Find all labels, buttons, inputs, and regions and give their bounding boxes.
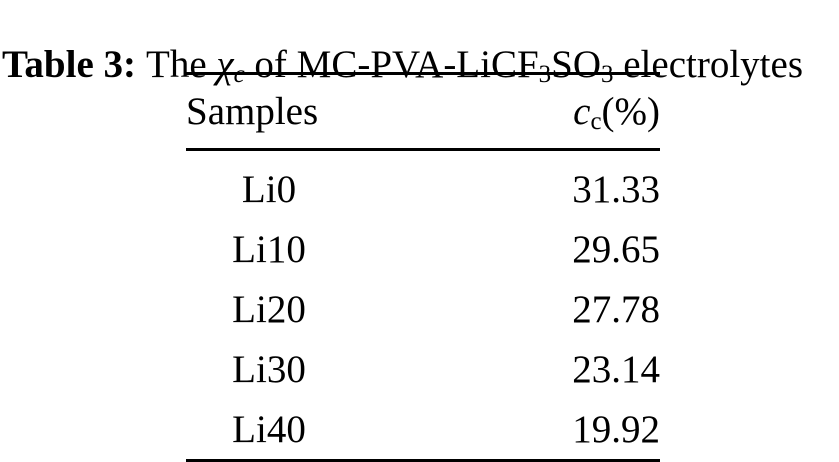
- crystallinity-table: Samples cc(%) Li0 31.33 Li10 29.65 Li20 …: [186, 72, 660, 462]
- table-row: Li30 23.14: [186, 339, 660, 399]
- table-row: Li40 19.92: [186, 399, 660, 462]
- sample-cell: Li30: [232, 347, 306, 391]
- sample-cell: Li0: [241, 167, 297, 211]
- samples-column-header: Samples: [186, 72, 352, 151]
- table-header: Samples cc(%): [186, 72, 660, 151]
- sample-cell: Li10: [232, 227, 306, 271]
- crystallinity-column-header: cc(%): [352, 72, 660, 151]
- caption-number-label: Table 3:: [2, 43, 137, 86]
- sample-cell: Li20: [232, 287, 306, 331]
- header-row: Samples cc(%): [186, 72, 660, 151]
- value-cell: 29.65: [572, 227, 660, 271]
- table-row: Li0 31.33: [186, 150, 660, 220]
- percent-unit: (%): [601, 90, 660, 133]
- sample-cell: Li40: [186, 399, 352, 462]
- table-row: Li20 27.78: [186, 279, 660, 339]
- cc-symbol-subscript: c: [590, 108, 602, 136]
- value-cell: 27.78: [572, 287, 660, 331]
- table-row: Li10 29.65: [186, 219, 660, 279]
- value-cell: 23.14: [572, 347, 660, 391]
- value-cell: 31.33: [572, 167, 660, 211]
- value-cell: 19.92: [352, 399, 660, 462]
- table-body: Li0 31.33 Li10 29.65 Li20 27.78 Li30 23.…: [186, 150, 660, 462]
- cc-symbol: c: [573, 90, 591, 133]
